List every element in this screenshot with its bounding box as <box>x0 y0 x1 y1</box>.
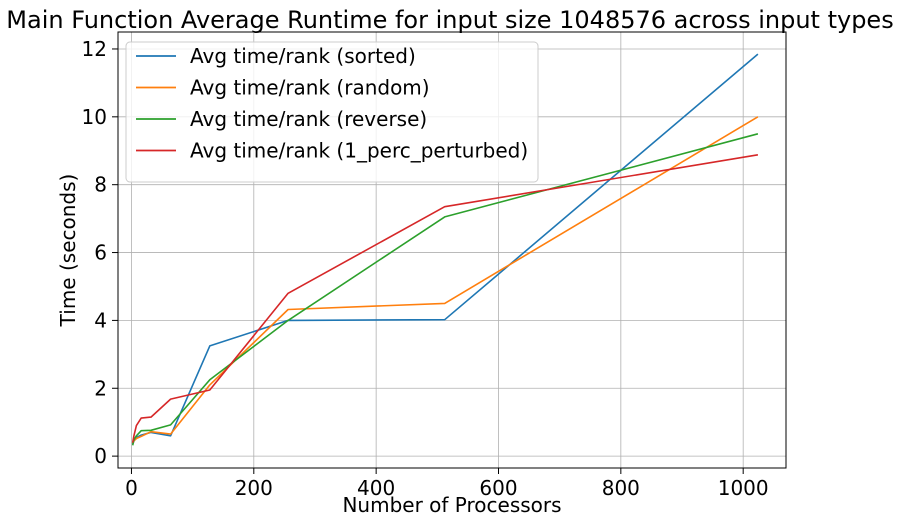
plot-frame <box>117 31 787 469</box>
y-tick-label: 4 <box>94 308 107 332</box>
x-tick-label: 800 <box>602 476 640 500</box>
legend-box <box>125 41 539 183</box>
series-lines <box>131 53 759 446</box>
y-tick-label: 12 <box>82 37 107 61</box>
x-tick-label: 1000 <box>718 476 769 500</box>
y-tick-label: 10 <box>82 105 107 129</box>
y-axis-label: Time (seconds) <box>56 174 80 328</box>
series-line-4 <box>131 154 759 443</box>
x-axis-ticks: 0 200 400 600 800 1000 <box>125 468 769 500</box>
y-tick-label: 8 <box>94 173 107 197</box>
x-axis-label: Number of Processors <box>342 493 561 517</box>
x-tick-label: 400 <box>357 476 395 500</box>
chart-title: Main Function Average Runtime for input … <box>6 6 893 34</box>
y-tick-label: 6 <box>94 241 107 265</box>
series-line-2 <box>131 116 759 444</box>
y-tick-label: 0 <box>94 444 107 468</box>
legend: Avg time/rank (sorted) Avg time/rank (ran… <box>125 41 539 183</box>
legend-label: Avg time/rank (1_perc_perturbed) <box>190 139 528 163</box>
series-line-3 <box>131 133 759 446</box>
legend-label: Avg time/rank (reverse) <box>190 107 427 131</box>
x-tick-label: 0 <box>125 476 138 500</box>
legend-label: Avg time/rank (random) <box>190 76 430 100</box>
legend-label: Avg time/rank (sorted) <box>190 44 416 68</box>
x-tick-label: 200 <box>235 476 273 500</box>
y-tick-label: 2 <box>94 376 107 400</box>
x-tick-label: 600 <box>479 476 517 500</box>
y-axis-ticks: 0 2 4 6 8 10 12 <box>82 37 118 468</box>
